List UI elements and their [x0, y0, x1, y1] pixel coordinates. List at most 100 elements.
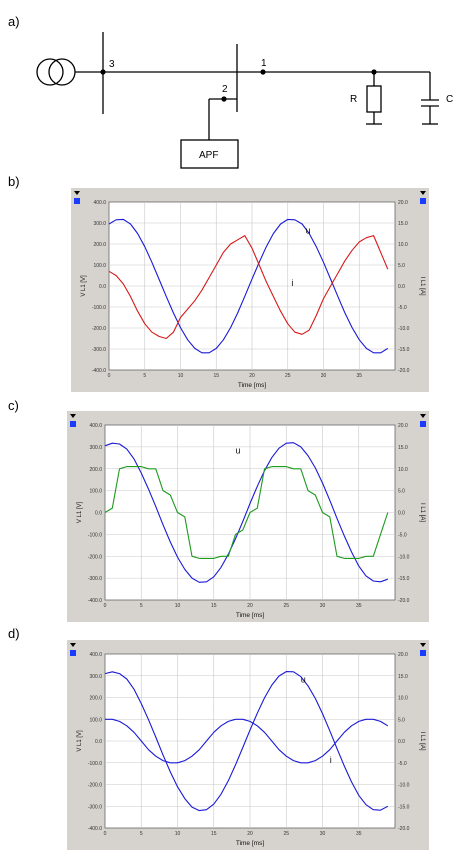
- source-circle-right: [48, 58, 76, 86]
- corner-arrow-left-icon: [70, 643, 76, 647]
- y-left-tick-label: 300.0: [89, 445, 102, 451]
- y-left-tick-label: 200.0: [89, 467, 102, 473]
- y-right-tick-label: -20.0: [398, 826, 410, 832]
- node-label-3: 3: [109, 59, 115, 70]
- curve-label-i: i: [291, 278, 293, 288]
- y-left-tick-label: -200.0: [88, 554, 102, 560]
- x-tick-label: 25: [283, 603, 289, 609]
- y-left-tick-label: -200.0: [92, 326, 106, 332]
- corner-marker-left: [74, 198, 80, 204]
- y-right-tick-label: 15.0: [398, 674, 408, 680]
- node-dot-1: [260, 69, 266, 75]
- apf-label: APF: [199, 150, 218, 161]
- y-right-tick-label: 15.0: [398, 221, 408, 227]
- curve-label-u: u: [306, 226, 311, 236]
- y-right-tick-label: 20.0: [398, 652, 408, 658]
- x-tick-label: 20: [247, 603, 253, 609]
- y-left-tick-label: 300.0: [93, 221, 106, 227]
- corner-arrow-left-icon: [74, 191, 80, 195]
- y-left-tick-label: 0.0: [99, 284, 106, 290]
- y-left-tick-label: 100.0: [93, 263, 106, 269]
- y-right-tick-label: -5.0: [398, 532, 407, 538]
- corner-marker-left: [70, 650, 76, 656]
- corner-marker-right: [420, 421, 426, 427]
- x-tick-label: 0: [108, 373, 111, 379]
- y-left-tick-label: 300.0: [89, 674, 102, 680]
- y-left-tick-label: -100.0: [88, 532, 102, 538]
- x-axis-label: Time [ms]: [236, 840, 264, 847]
- chart-c: 400.0 300.0 200.0 100.0 0.0 -100.0 -200.0 -300.…: [67, 411, 429, 622]
- chart-d: 400.0300.0200.0100.00.0-100.0-200.0-300.…: [67, 640, 429, 850]
- y-right-tick-label: 20.0: [398, 423, 408, 429]
- corner-marker-right: [420, 650, 426, 656]
- y-right-tick-label: 5.0: [398, 717, 405, 723]
- curve-label-u: u: [301, 674, 306, 684]
- y-left-tick-label: 400.0: [93, 200, 106, 206]
- circuit-schematic: 3 1 2 R C APF: [36, 32, 453, 169]
- y-left-tick-label: -300.0: [88, 576, 102, 582]
- x-tick-label: 5: [140, 603, 143, 609]
- y-left-tick-label: 0.0: [95, 511, 102, 517]
- source-circle-left: [36, 58, 64, 86]
- y-right-tick-label: -20.0: [398, 598, 410, 604]
- x-tick-label: 5: [140, 831, 143, 837]
- y-left-tick-label: -300.0: [92, 347, 106, 353]
- x-axis-label: Time [ms]: [238, 382, 266, 389]
- x-tick-label: 35: [356, 603, 362, 609]
- y-left-tick-label: 100.0: [89, 717, 102, 723]
- x-tick-label: 20: [249, 373, 255, 379]
- x-tick-label: 15: [213, 373, 219, 379]
- node-label-2: 2: [222, 84, 228, 95]
- y-left-tick-label: -400.0: [88, 598, 102, 604]
- x-tick-label: 10: [175, 831, 181, 837]
- series-line-i: [105, 718, 389, 764]
- y-left-tick-label: -400.0: [88, 826, 102, 832]
- x-tick-label: 35: [356, 373, 362, 379]
- x-tick-label: 5: [143, 373, 146, 379]
- node-dot-3: [100, 69, 106, 75]
- y-right-tick-label: 0.0: [398, 284, 405, 290]
- apf-box: [180, 139, 239, 169]
- y-left-tick-label: -300.0: [88, 804, 102, 810]
- capacitor-label: C: [446, 94, 453, 105]
- y-left-tick-label: 200.0: [93, 242, 106, 248]
- panel-label-a: a): [8, 14, 20, 29]
- y-right-tick-label: -5.0: [398, 761, 407, 767]
- y-right-tick-label: -10.0: [398, 554, 410, 560]
- x-tick-label: 20: [247, 831, 253, 837]
- x-tick-label: 30: [320, 603, 326, 609]
- x-tick-label: 30: [321, 373, 327, 379]
- y-right-tick-label: -15.0: [398, 347, 410, 353]
- x-tick-label: 30: [320, 831, 326, 837]
- y-right-axis-label: I L1 [A]: [419, 731, 425, 750]
- y-left-tick-label: 100.0: [89, 489, 102, 495]
- corner-arrow-right-icon: [420, 191, 426, 195]
- node-dot-r: [371, 69, 377, 75]
- series-line-i: [104, 466, 389, 559]
- y-right-tick-label: -10.0: [398, 783, 410, 789]
- y-right-tick-label: 20.0: [398, 200, 408, 206]
- y-left-tick-label: -400.0: [92, 368, 106, 374]
- y-right-tick-label: 10.0: [398, 242, 408, 248]
- x-tick-label: 10: [178, 373, 184, 379]
- y-left-tick-label: -200.0: [88, 783, 102, 789]
- y-left-tick-label: 400.0: [89, 423, 102, 429]
- x-tick-label: 15: [211, 831, 217, 837]
- y-right-axis-label: I L1 [A]: [419, 276, 425, 295]
- y-left-axis-label: V L1 [V]: [77, 730, 83, 752]
- chart-b: 400.0300.0200.0100.00.0-100.0-200.0-300.…: [71, 188, 429, 392]
- y-left-tick-label: -100.0: [92, 305, 106, 311]
- y-left-tick-label: 400.0: [89, 652, 102, 658]
- y-right-tick-label: -15.0: [398, 804, 410, 810]
- x-tick-label: 0: [104, 603, 107, 609]
- x-tick-label: 35: [356, 831, 362, 837]
- x-tick-label: 0: [104, 831, 107, 837]
- y-right-tick-label: -10.0: [398, 326, 410, 332]
- series-line-u: [108, 218, 389, 354]
- corner-marker-right: [420, 198, 426, 204]
- curve-label-i: i: [330, 755, 332, 765]
- x-tick-label: 15: [211, 603, 217, 609]
- resistor: [366, 85, 382, 113]
- y-right-tick-label: -5.0: [398, 305, 407, 311]
- node-label-1: 1: [261, 58, 267, 69]
